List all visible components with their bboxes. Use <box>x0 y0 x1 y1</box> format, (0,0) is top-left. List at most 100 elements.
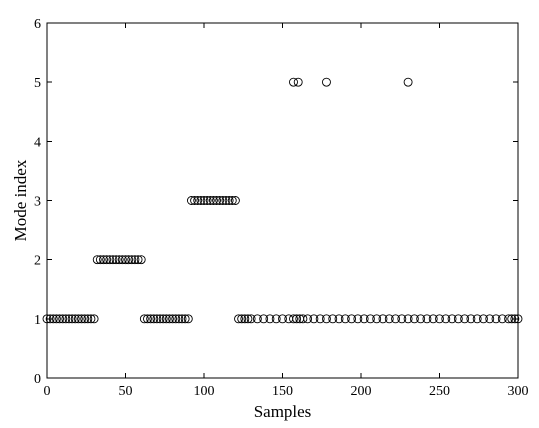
data-point <box>328 314 338 324</box>
data-point <box>95 255 105 265</box>
data-point <box>139 314 149 324</box>
data-point <box>334 314 344 324</box>
data-point <box>240 314 250 324</box>
data-point <box>391 314 400 324</box>
data-point <box>289 77 298 87</box>
data-point <box>130 255 140 265</box>
x-tick-label: 300 <box>508 384 529 399</box>
data-point <box>127 255 137 265</box>
data-point <box>80 314 90 324</box>
data-point <box>108 255 118 265</box>
data-point <box>243 314 253 324</box>
data-point <box>174 314 184 324</box>
data-point <box>218 196 228 205</box>
x-tick-label: 100 <box>194 384 215 399</box>
data-point <box>284 314 294 324</box>
data-point <box>246 314 256 324</box>
data-point <box>230 196 240 205</box>
data-point <box>117 255 127 265</box>
y-tick-label: 1 <box>34 313 41 328</box>
x-axis-label: Samples <box>254 402 312 421</box>
y-tick-label: 5 <box>34 76 41 91</box>
data-point <box>441 314 451 324</box>
data-point <box>177 314 187 324</box>
data-point <box>136 255 146 265</box>
data-point <box>89 314 99 324</box>
data-point <box>309 314 319 324</box>
data-point <box>510 314 520 324</box>
data-point <box>403 77 413 87</box>
data-point <box>453 314 463 324</box>
data-point <box>265 314 275 324</box>
data-point <box>61 314 71 324</box>
data-point <box>51 314 61 324</box>
data-point <box>186 196 196 205</box>
data-point <box>121 255 130 265</box>
data-point <box>155 314 165 324</box>
data-point <box>372 314 382 324</box>
data-point <box>196 196 206 205</box>
data-point <box>293 77 303 87</box>
data-points <box>42 77 523 324</box>
data-point <box>149 314 159 324</box>
x-tick-label: 200 <box>351 384 372 399</box>
data-point <box>227 196 237 205</box>
y-tick-label: 3 <box>34 195 41 210</box>
y-tick-label: 6 <box>34 17 41 32</box>
data-point <box>298 314 308 324</box>
data-point <box>397 314 407 324</box>
data-point <box>507 314 517 324</box>
data-point <box>479 314 488 324</box>
data-point <box>77 314 86 324</box>
data-point <box>202 196 212 205</box>
data-point <box>303 314 313 324</box>
data-point <box>111 255 121 265</box>
data-point <box>171 314 181 324</box>
data-point <box>143 314 152 324</box>
data-point <box>271 314 281 324</box>
data-point <box>199 196 209 205</box>
data-point <box>86 314 96 324</box>
x-tick-label: 0 <box>44 384 51 399</box>
data-point <box>491 314 501 324</box>
data-point <box>416 314 426 324</box>
data-point <box>205 196 215 205</box>
data-point <box>365 314 375 324</box>
data-point <box>183 314 193 324</box>
data-point <box>224 196 234 205</box>
data-point <box>193 196 203 205</box>
data-point <box>409 314 419 324</box>
data-point <box>208 196 218 205</box>
data-point <box>259 314 269 324</box>
data-point <box>403 314 413 324</box>
data-point <box>460 314 470 324</box>
data-point <box>102 255 112 265</box>
data-point <box>190 196 200 205</box>
data-point <box>289 314 298 324</box>
data-point <box>447 314 457 324</box>
data-point <box>315 314 325 324</box>
y-tick-label: 4 <box>34 135 41 150</box>
data-point <box>168 314 178 324</box>
data-point <box>152 314 162 324</box>
data-point <box>73 314 83 324</box>
data-point <box>105 255 115 265</box>
y-axis-ticks: 0 1 2 3 4 5 6 <box>34 17 518 387</box>
data-point <box>504 314 514 324</box>
data-point <box>466 314 476 324</box>
x-tick-label: 50 <box>119 384 133 399</box>
data-point <box>353 314 363 324</box>
data-point <box>158 314 168 324</box>
y-tick-label: 0 <box>34 372 41 387</box>
data-point <box>428 314 438 324</box>
x-tick-label: 250 <box>429 384 450 399</box>
data-point <box>422 314 432 324</box>
data-point <box>384 314 394 324</box>
data-point <box>99 255 108 265</box>
data-point <box>215 196 225 205</box>
data-point <box>234 314 243 324</box>
x-tick-label: 150 <box>272 384 293 399</box>
data-point <box>83 314 93 324</box>
data-point <box>252 314 262 324</box>
